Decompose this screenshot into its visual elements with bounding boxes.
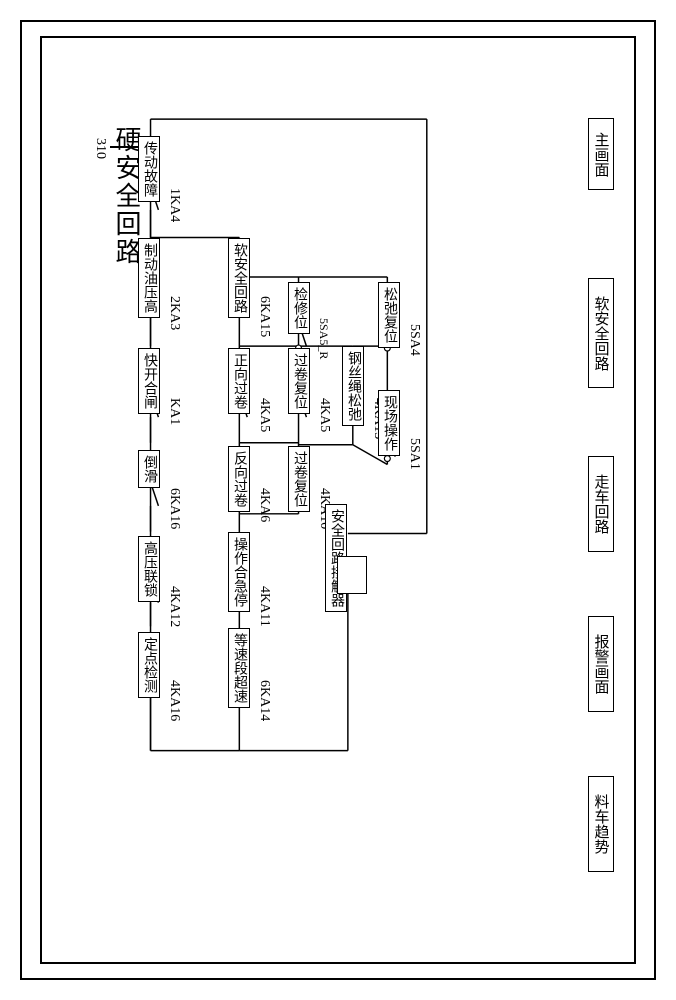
outer-frame: 硬安全回路 310 xyxy=(20,20,656,980)
relay-4ka16: 4KA16 xyxy=(166,680,182,721)
node-overwind-reset-b: 过卷复位 xyxy=(288,446,310,512)
node-soft-safety-loop: 软安全回路 xyxy=(228,238,250,318)
node-fixed-point-detect: 定点检测 xyxy=(138,632,160,698)
node-quick-open-close: 快开合闸 xyxy=(138,348,160,414)
node-forward-overwind: 正向过卷 xyxy=(228,348,250,414)
relay-5sa1: 5SA1 xyxy=(406,438,422,470)
relay-4ka5-b: 4KA5 xyxy=(316,398,332,432)
inner-frame: 硬安全回路 310 xyxy=(40,36,636,964)
node-overwind-reset-a: 过卷复位 xyxy=(288,348,310,414)
relay-4ka5-a: 4KA5 xyxy=(256,398,272,432)
relay-2ka3: 2KA3 xyxy=(166,296,182,330)
relay-5sa5r: 5SA5_R xyxy=(316,318,331,359)
nav-drive-loop[interactable]: 走车回路 xyxy=(588,456,614,552)
relay-ka1: KA1 xyxy=(166,398,182,425)
node-brake-oil-high: 制动油压高 xyxy=(138,238,160,318)
relay-4ka6: 4KA6 xyxy=(256,488,272,522)
node-const-speed-over: 等速段超速 xyxy=(228,628,250,708)
nav-main-screen[interactable]: 主画面 xyxy=(588,118,614,190)
relay-4ka11: 4KA11 xyxy=(256,586,272,627)
node-hv-interlock: 高压联锁 xyxy=(138,536,160,602)
nav-soft-safety[interactable]: 软安全回路 xyxy=(588,278,614,388)
nav-alarm-screen[interactable]: 报警画面 xyxy=(588,616,614,712)
node-op-estop: 操作合急停 xyxy=(228,532,250,612)
node-transmission-fault: 传动故障 xyxy=(138,136,160,202)
relay-6ka16: 6KA16 xyxy=(166,488,182,529)
relay-5sa4: 5SA4 xyxy=(406,324,422,356)
node-rope-slack: 钢丝绳松弛 xyxy=(342,346,364,426)
node-maintenance-pos: 检修位 xyxy=(288,282,310,334)
relay-6ka15: 6KA15 xyxy=(256,296,272,337)
ref-label: 310 xyxy=(92,138,108,159)
contactor-icon xyxy=(337,556,367,594)
relay-4ka12: 4KA12 xyxy=(166,586,182,627)
node-slack-reset: 松弛复位 xyxy=(378,282,400,348)
relay-1ka4: 1KA4 xyxy=(166,188,182,222)
node-field-operation: 现场操作 xyxy=(378,390,400,456)
node-backslip: 倒滑 xyxy=(138,450,160,488)
leader-line xyxy=(110,146,140,148)
node-reverse-overwind: 反向过卷 xyxy=(228,446,250,512)
nav-car-trend[interactable]: 料车趋势 xyxy=(588,776,614,872)
relay-6ka14: 6KA14 xyxy=(256,680,272,721)
